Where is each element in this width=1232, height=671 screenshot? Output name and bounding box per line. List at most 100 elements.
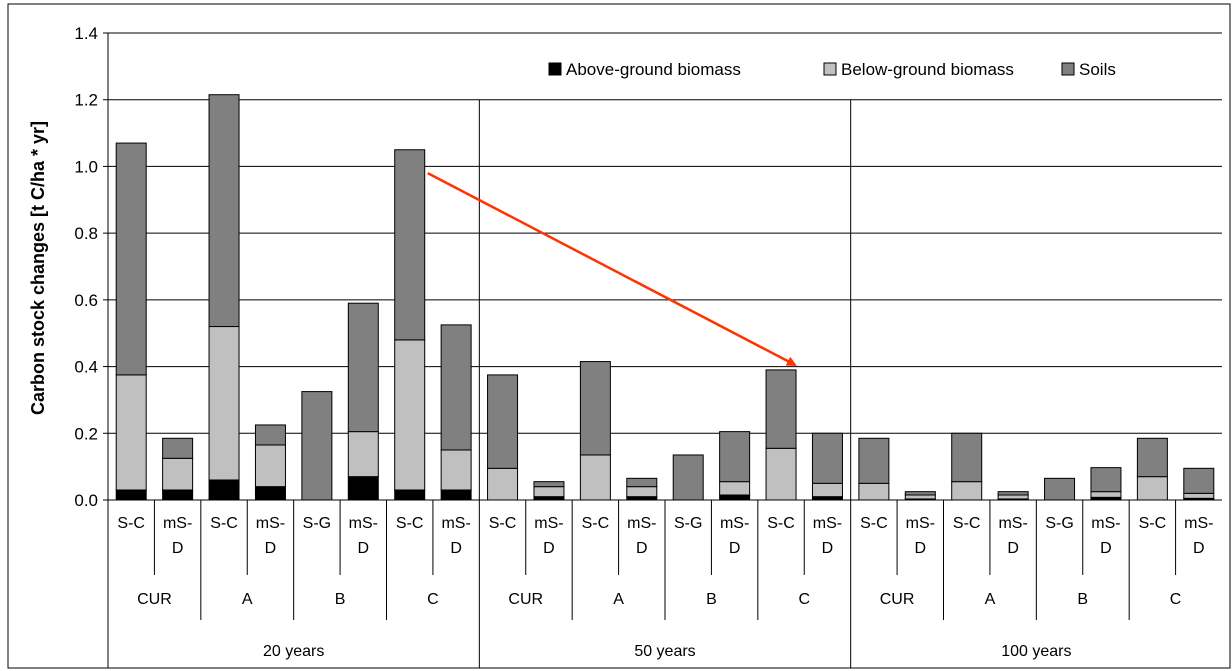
legend-swatch xyxy=(1061,62,1075,76)
bar-segment xyxy=(951,432,983,483)
bar-segment xyxy=(394,339,426,491)
bar-segment xyxy=(811,482,843,498)
bar-segment xyxy=(579,361,611,456)
category-label: S-C xyxy=(767,515,795,532)
period-label: 20 years xyxy=(263,643,324,660)
bar-segment xyxy=(1090,467,1122,493)
group-label: C xyxy=(1170,591,1182,608)
bar-segment xyxy=(765,369,797,449)
bar-segment xyxy=(1136,437,1168,478)
bar-segment xyxy=(904,494,936,500)
group-label: A xyxy=(613,591,624,608)
legend-label: Soils xyxy=(1079,60,1116,79)
y-tick-label: 0.8 xyxy=(74,224,98,243)
y-tick-labels: 0.0 0.2 0.4 0.6 0.8 1.0 1.2 1.4 xyxy=(74,24,108,510)
bar-segment xyxy=(1090,491,1122,498)
axes xyxy=(107,33,1222,668)
category-label: mS- xyxy=(163,515,192,532)
bar-segment xyxy=(487,467,519,501)
category-label: D xyxy=(915,540,927,557)
bar-segment xyxy=(626,496,658,501)
bar-segment xyxy=(394,149,426,341)
category-label: mS- xyxy=(813,515,842,532)
bar-segment xyxy=(858,482,890,501)
bar-segment xyxy=(1044,477,1076,501)
period-label: 100 years xyxy=(1001,643,1071,660)
category-label: D xyxy=(172,540,184,557)
category-label: S-G xyxy=(1045,515,1073,532)
category-label: D xyxy=(450,540,462,557)
bar-segment xyxy=(951,481,983,501)
category-label: mS- xyxy=(1184,515,1213,532)
category-label: S-G xyxy=(674,515,702,532)
y-tick-label: 0.0 xyxy=(74,491,98,510)
group-label: B xyxy=(335,591,346,608)
y-tick-label: 0.2 xyxy=(74,424,98,443)
bar-segment xyxy=(162,437,194,459)
bar-segment xyxy=(115,489,147,501)
y-tick-label: 1.4 xyxy=(74,24,98,43)
bar-segment xyxy=(254,424,286,446)
bar-segment xyxy=(533,496,565,501)
legend-label: Below-ground biomass xyxy=(841,60,1014,79)
bar-segment xyxy=(347,302,379,433)
bar-segment xyxy=(394,489,426,501)
bar-segment xyxy=(347,431,379,478)
category-label: mS- xyxy=(349,515,378,532)
group-label: B xyxy=(706,591,717,608)
bar-segment xyxy=(533,481,565,488)
legend: Above-ground biomass Below-ground biomass… xyxy=(548,60,1116,79)
category-label: S-C xyxy=(489,515,517,532)
group-label: CUR xyxy=(137,591,172,608)
category-label: D xyxy=(1100,540,1112,557)
bar-segment xyxy=(301,391,333,501)
group-label: CUR xyxy=(880,591,915,608)
bar-segment xyxy=(208,326,240,481)
category-label: mS- xyxy=(441,515,470,532)
category-label: D xyxy=(822,540,834,557)
y-tick-label: 1.0 xyxy=(74,157,98,176)
category-label: D xyxy=(636,540,648,557)
y-tick-label: 0.4 xyxy=(74,358,98,377)
bar-segment xyxy=(997,491,1029,496)
bar-segment xyxy=(904,491,936,496)
x-category-labels: S-C mS- D S-C mS- D S-G mS- D S-C mS- D S-C mS- D S-C mS… xyxy=(117,515,1213,660)
bar-segment xyxy=(115,374,147,491)
category-label: mS- xyxy=(998,515,1027,532)
bar-segment xyxy=(579,454,611,501)
category-label: S-C xyxy=(1139,515,1167,532)
period-label: 50 years xyxy=(634,643,695,660)
bars xyxy=(115,94,1215,501)
bar-segment xyxy=(811,496,843,501)
group-label: A xyxy=(985,591,996,608)
category-label: S-G xyxy=(303,515,331,532)
category-label: S-C xyxy=(953,515,981,532)
bar-segment xyxy=(719,494,751,501)
category-label: mS- xyxy=(534,515,563,532)
bar-segment xyxy=(254,486,286,501)
bar-segment xyxy=(162,489,194,501)
category-label: D xyxy=(1193,540,1205,557)
bar-segment xyxy=(672,454,704,501)
bar-segment xyxy=(626,486,658,498)
bar-segment xyxy=(208,479,240,501)
bar-segment xyxy=(997,494,1029,500)
category-label: mS- xyxy=(1091,515,1120,532)
group-label: C xyxy=(798,591,810,608)
bar-segment xyxy=(487,374,519,469)
bar-segment xyxy=(1136,476,1168,501)
legend-swatch xyxy=(548,62,562,76)
bar-segment xyxy=(626,477,658,488)
category-label: D xyxy=(358,540,370,557)
bar-segment xyxy=(533,486,565,498)
category-label: mS- xyxy=(627,515,656,532)
group-label: A xyxy=(242,591,253,608)
category-label: S-C xyxy=(582,515,610,532)
y-tick-label: 0.6 xyxy=(74,291,98,310)
bar-segment xyxy=(162,457,194,491)
gridlines xyxy=(108,32,1222,434)
annotation xyxy=(427,171,797,367)
category-label: S-C xyxy=(117,515,145,532)
bar-segment xyxy=(719,481,751,496)
